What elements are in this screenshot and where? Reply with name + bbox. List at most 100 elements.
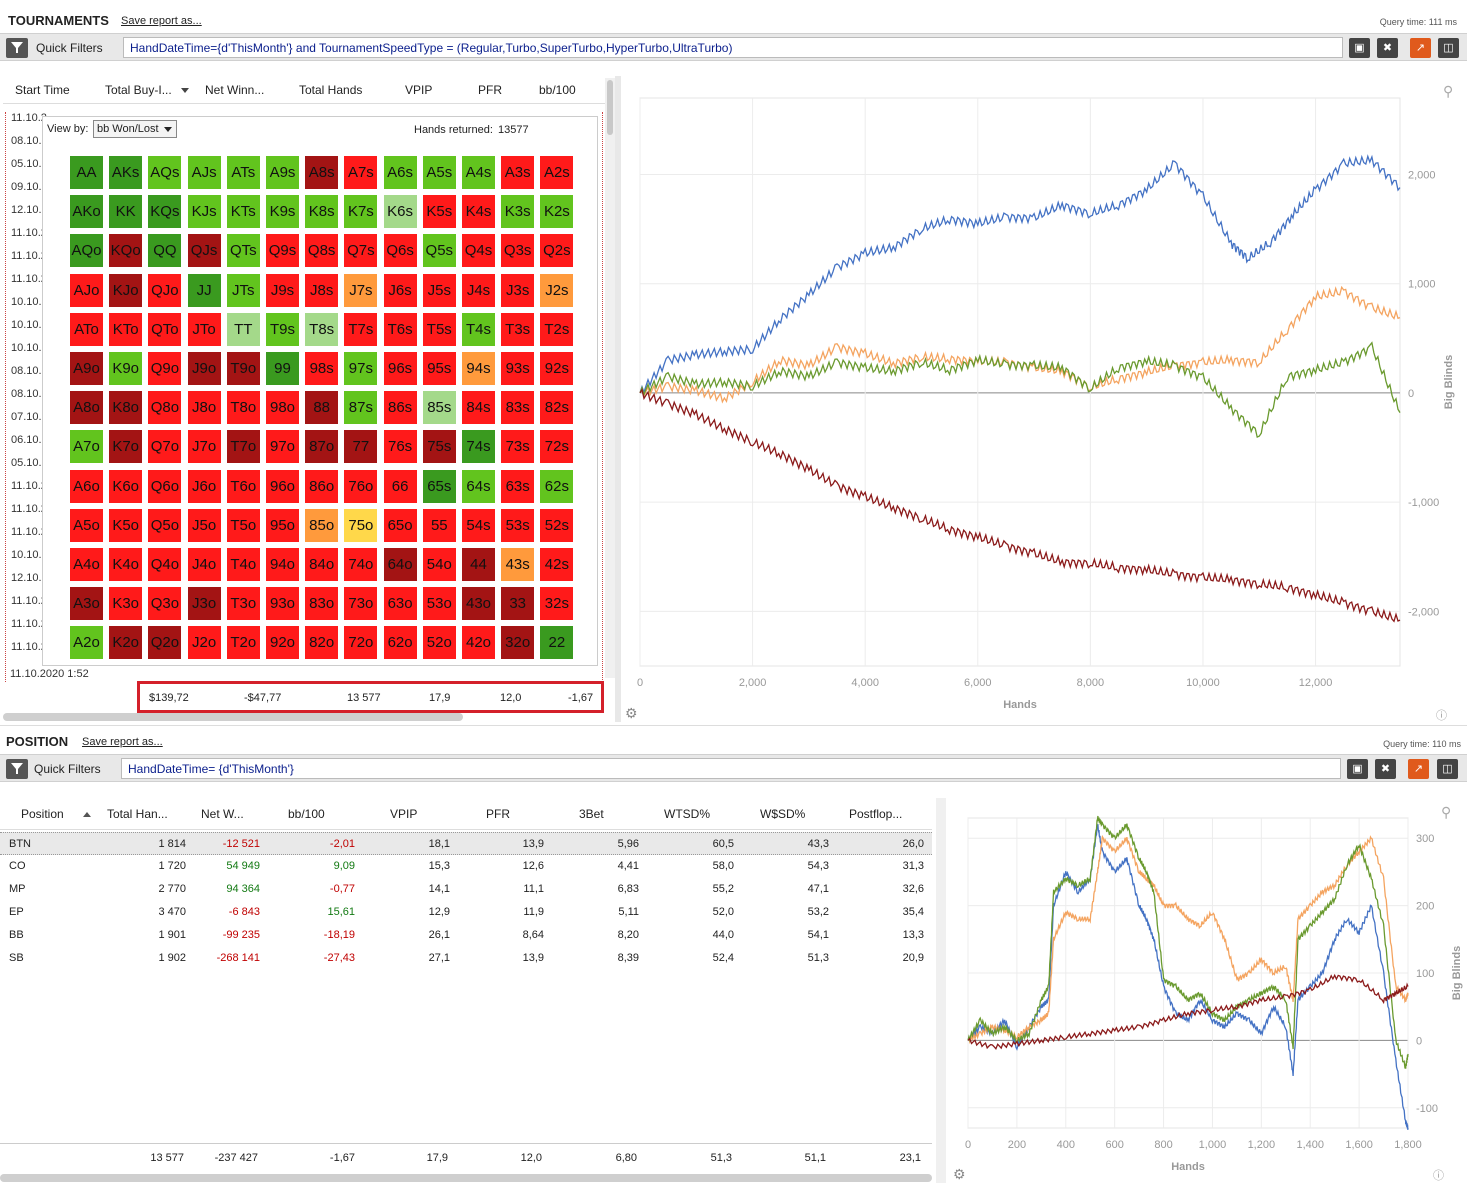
hand-cell[interactable]: JTo [187,312,221,346]
layout-toggle-icon[interactable]: ◫ [1437,759,1458,779]
table-row[interactable]: BB 1 901 -99 235 -18,19 26,1 8,64 8,20 44,0 54,1… [0,924,932,947]
hand-cell[interactable]: 43o [462,587,495,621]
hand-cell[interactable]: Q4s [462,234,495,268]
hand-cell[interactable]: A5s [422,156,456,189]
hand-cell[interactable]: 97o [266,430,299,464]
hand-cell[interactable]: 32s [540,587,574,621]
splitter[interactable] [615,76,621,722]
clear-filter-icon[interactable]: ✖ [1377,38,1398,58]
hand-cell[interactable]: 96o [266,469,299,503]
hand-cell[interactable]: A6o [70,469,103,503]
hand-cell[interactable]: Q8o [148,391,182,425]
hand-cell[interactable]: K7o [109,430,143,464]
hand-cell[interactable]: J8o [187,391,221,425]
hand-cell[interactable]: K5s [422,195,456,229]
hand-cell[interactable]: JJ [187,273,221,307]
col-total-hands[interactable]: Total Han... [107,807,168,821]
hand-cell[interactable]: 94s [462,352,495,385]
graph-toggle-icon[interactable]: ↗ [1410,38,1431,58]
hand-cell[interactable]: 55 [422,508,456,542]
position-save-link[interactable]: Save report as... [82,736,163,748]
hand-cell[interactable]: 66 [383,469,417,503]
hand-cell[interactable]: 75s [422,430,456,464]
hand-cell[interactable]: J6s [383,273,417,307]
hand-cell[interactable]: A2s [540,156,574,189]
zoom-icon[interactable]: ⚲ [1443,83,1454,99]
hand-cell[interactable]: 98s [305,352,339,385]
hand-cell[interactable]: J4s [462,273,495,307]
hand-cell[interactable]: QJo [148,273,182,307]
hand-cell[interactable]: K9o [109,352,143,385]
hand-cell[interactable]: 63s [501,469,535,503]
hand-cell[interactable]: ATs [226,156,260,189]
info-icon[interactable]: ⓘ [1436,710,1447,722]
hand-cell[interactable]: 83o [305,587,339,621]
hand-cell[interactable]: T7o [226,430,260,464]
filter-input[interactable]: HandDateTime= {d'ThisMonth'} [121,758,1341,779]
hand-cell[interactable]: 74o [344,548,378,581]
hand-cell[interactable]: A3o [70,587,103,621]
hand-cell[interactable]: 64o [383,548,417,581]
hand-cell[interactable]: J9o [187,352,221,385]
hand-cell[interactable]: Q3s [501,234,535,268]
hand-cell[interactable]: A4o [70,548,103,581]
hand-cell[interactable]: Q5o [148,508,182,542]
hand-cell[interactable]: 64s [462,469,495,503]
hand-cell[interactable]: J2s [540,273,574,307]
hand-cell[interactable]: K8s [305,195,339,229]
hand-cell[interactable]: 88 [305,391,339,425]
save-filter-icon[interactable]: ▣ [1349,38,1370,58]
filter-icon[interactable] [6,759,28,779]
table-row[interactable]: EP 3 470 -6 843 15,61 12,9 11,9 5,11 52,0 53,2 35… [0,901,932,924]
hand-cell[interactable]: J4o [187,548,221,581]
hand-cell[interactable]: Q6s [383,234,417,268]
hand-cell[interactable]: K9s [266,195,299,229]
hand-cell[interactable]: 53o [422,587,456,621]
hand-cell[interactable]: K4o [109,548,143,581]
col-3bet[interactable]: 3Bet [579,807,604,821]
table-row[interactable]: BTN 1 814 -12 521 -2,01 18,1 13,9 5,96 60,5 43,3… [0,832,932,855]
hand-cell[interactable]: T4s [462,312,495,346]
hand-cell[interactable]: A5o [70,508,103,542]
table-vscroll[interactable] [605,78,615,678]
col-wtsd[interactable]: WTSD% [664,807,710,821]
hand-cell[interactable]: QQ [148,234,182,268]
hand-cell[interactable]: Q3o [148,587,182,621]
hand-cell[interactable]: AKs [109,156,143,189]
hand-cell[interactable]: AQs [148,156,182,189]
col-bb100[interactable]: bb/100 [539,83,576,97]
hand-cell[interactable]: T9o [226,352,260,385]
hand-cell[interactable]: 98o [266,391,299,425]
hand-cell[interactable]: 84o [305,548,339,581]
hand-cell[interactable]: 42o [462,626,495,660]
hand-cell[interactable]: 65o [383,508,417,542]
hand-cell[interactable]: A8o [70,391,103,425]
hand-cell[interactable]: 72o [344,626,378,660]
hand-cell[interactable]: 54s [462,508,495,542]
hand-cell[interactable]: K8o [109,391,143,425]
hand-cell[interactable]: Q2o [148,626,182,660]
hand-cell[interactable]: T9s [266,312,299,346]
hand-cell[interactable]: T8s [305,312,339,346]
col-wsd[interactable]: W$SD% [760,807,806,821]
tournaments-save-link[interactable]: Save report as... [121,15,202,27]
position-hscroll[interactable] [0,1174,932,1182]
hand-cell[interactable]: 82s [540,391,574,425]
hand-cell[interactable]: J7o [187,430,221,464]
hand-cell[interactable]: 42s [540,548,574,581]
hand-cell[interactable]: 82o [305,626,339,660]
hand-cell[interactable]: K5o [109,508,143,542]
graph-toggle-icon[interactable]: ↗ [1408,759,1429,779]
hand-cell[interactable]: Q5s [422,234,456,268]
hand-cell[interactable]: J9s [266,273,299,307]
hand-cell[interactable]: 77 [344,430,378,464]
hand-cell[interactable]: A2o [70,626,103,660]
hand-cell[interactable]: K7s [344,195,378,229]
hand-cell[interactable]: Q4o [148,548,182,581]
hand-cell[interactable]: 52s [540,508,574,542]
hand-cell[interactable]: 96s [383,352,417,385]
hand-cell[interactable]: Q9s [266,234,299,268]
hand-cell[interactable]: J5o [187,508,221,542]
view-by-select[interactable]: bb Won/Lost [93,120,177,138]
hand-cell[interactable]: 76s [383,430,417,464]
